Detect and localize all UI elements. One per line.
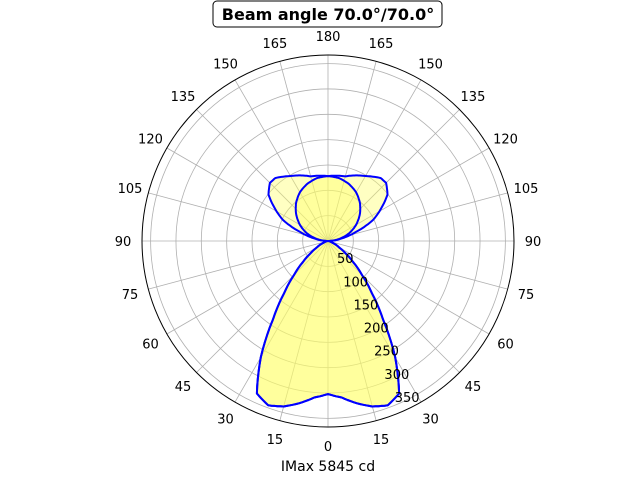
angle-tick-label: 165 (263, 37, 288, 52)
angle-tick-label: 45 (465, 380, 482, 395)
angle-tick-label: 75 (122, 288, 139, 303)
angle-tick-label: 0 (324, 440, 332, 455)
outer-circle (141, 54, 515, 428)
angle-tick-label: 45 (175, 380, 192, 395)
angular-gridline (196, 109, 329, 242)
angle-tick-label: 15 (267, 433, 284, 448)
angle-tick-label: 135 (171, 90, 196, 105)
angle-tick-label: 30 (422, 413, 439, 428)
series-fills (256, 175, 400, 407)
angle-tick-label: 15 (373, 433, 390, 448)
angle-tick-label: 90 (525, 235, 542, 250)
angle-tick-label: 150 (213, 57, 238, 72)
series-fill-0 (256, 176, 400, 407)
angular-gridline (327, 79, 422, 242)
angular-gridline (327, 240, 508, 290)
angular-gridline (327, 240, 490, 335)
series-lines (255, 174, 401, 408)
angle-tick-label: 90 (115, 235, 132, 250)
angular-gridline (327, 240, 377, 421)
radial-tick-labels: 50 100 150 200 250 300 350 (337, 252, 420, 406)
series-fill-1 (256, 175, 400, 407)
angular-gridline (327, 240, 422, 403)
angle-tick-label: 105 (514, 182, 539, 197)
angular-gridline (327, 109, 460, 242)
angular-gridline (234, 240, 329, 403)
angular-gridline (279, 240, 329, 421)
angular-gridline (196, 240, 329, 373)
angle-tick-label: 120 (138, 133, 163, 148)
angle-tick-label: 165 (369, 37, 394, 52)
radial-tick-label: 50 (337, 252, 354, 267)
radial-tick-label: 350 (395, 391, 420, 406)
angular-gridline (327, 240, 460, 373)
angular-gridline (279, 61, 329, 242)
angle-tick-label: 60 (497, 338, 514, 353)
title-box (212, 0, 443, 28)
angle-tick-label: 75 (518, 288, 535, 303)
x-axis-label: IMax 5845 cd (281, 459, 375, 475)
angle-tick-label: 135 (461, 90, 486, 105)
angular-gridline (148, 192, 329, 242)
angular-gridline (327, 192, 508, 242)
series-line-1 (255, 174, 401, 408)
angle-tick-label: 60 (142, 338, 159, 353)
angle-tick-label: 180 (316, 30, 341, 45)
chart-title: Beam angle 70.0°/70.0° (222, 5, 434, 24)
angle-tick-label: 150 (418, 57, 443, 72)
angular-gridline (166, 240, 329, 335)
radial-tick-label: 100 (343, 275, 368, 290)
angle-tick-label: 30 (217, 413, 234, 428)
radial-tick-label: 300 (384, 368, 409, 383)
radial-tick-label: 250 (374, 345, 399, 360)
angular-gridline (148, 240, 329, 290)
angle-tick-label: 120 (493, 133, 518, 148)
angle-tick-label: 105 (118, 182, 143, 197)
angular-gridline (327, 61, 377, 242)
angular-gridline (234, 79, 329, 242)
radial-tick-label: 200 (364, 322, 389, 337)
radial-tick-label: 150 (354, 298, 379, 313)
angle-tick-labels: 0 15 15 30 30 45 45 60 60 75 75 90 90 105 105 120 120 135… (115, 30, 542, 455)
